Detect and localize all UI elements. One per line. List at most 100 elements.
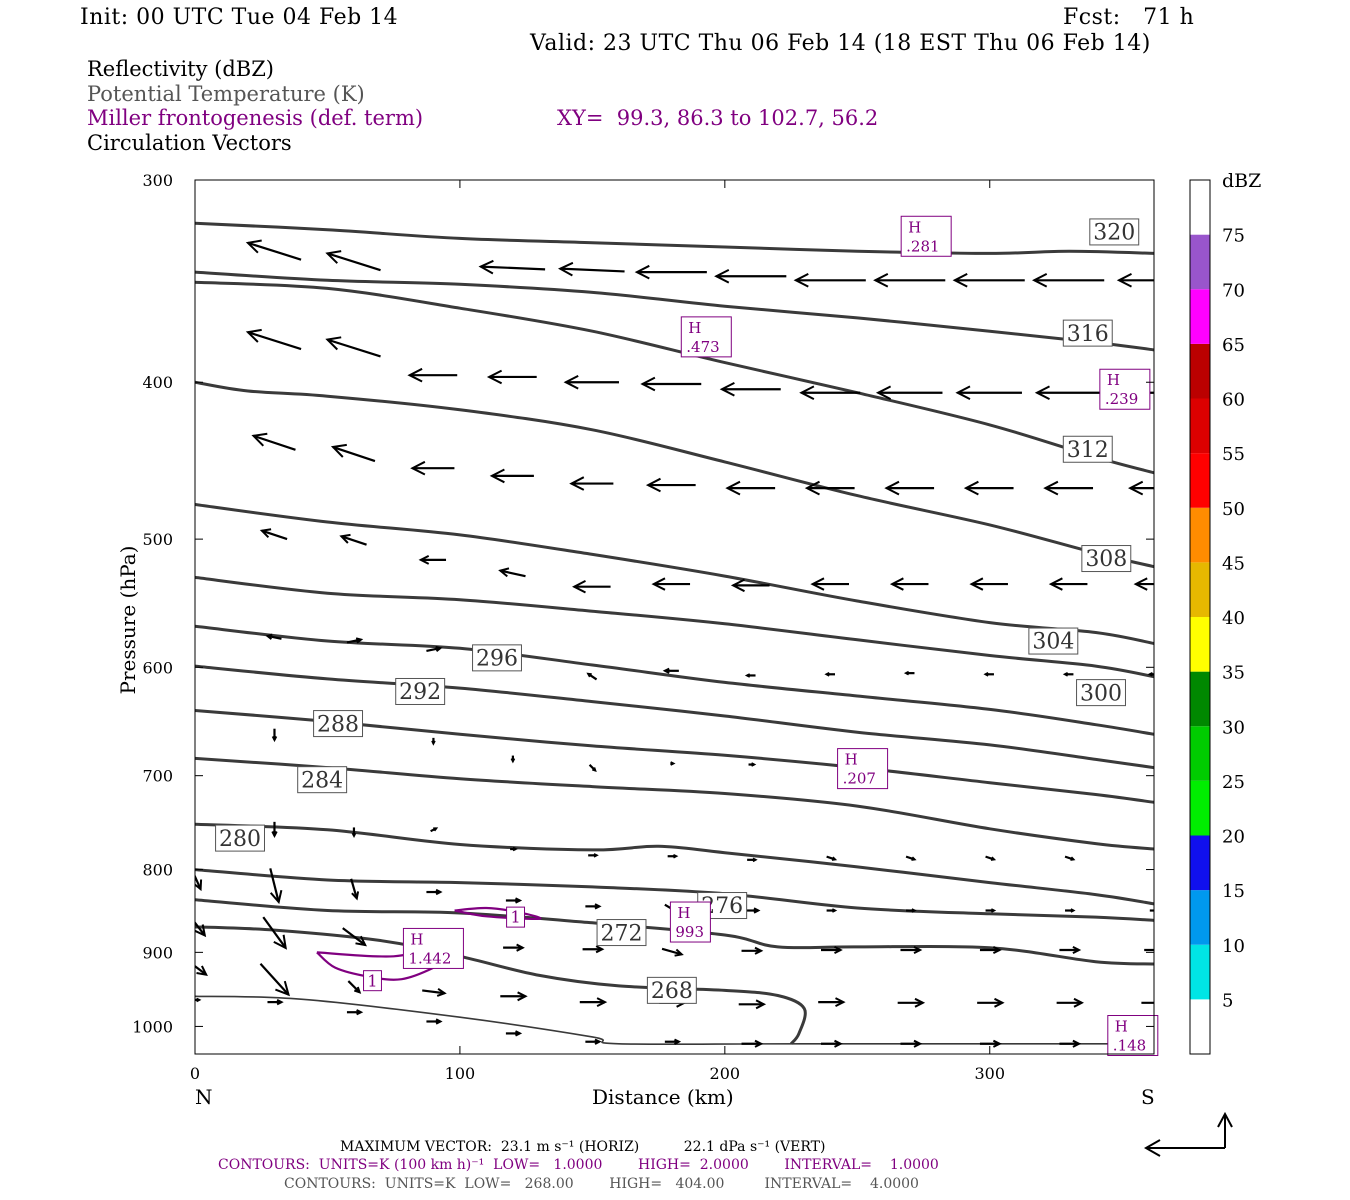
vector-arrow [818,997,846,1007]
vector-head [1070,908,1076,913]
vector-head [351,891,360,901]
y-tick-label: 400 [142,373,173,392]
y-tick-label: 900 [142,943,173,962]
theta-line-268 [195,925,807,1045]
frontogenesis-label-1-text: 1 [510,908,520,927]
vector-head [754,1039,764,1048]
vector-arrow [804,480,855,496]
vector-head [351,832,357,838]
vector-arrow [426,1018,443,1025]
vector-head [719,382,735,397]
theta-label-320-text: 320 [1093,221,1135,246]
vector-arrow [588,853,599,858]
vector-head [793,273,809,288]
vector-arrow [351,827,357,838]
vector-arrow [900,946,923,954]
vector-arrow [500,991,528,1002]
vector-arrow [1059,946,1082,954]
vector-head [435,645,443,652]
footer-contours-frontogenesis: CONTOURS: UNITS=K (100 km h)⁻¹ LOW= 1.00… [218,1157,939,1173]
x-tick-label: 100 [445,1064,476,1083]
vector-head [245,239,262,254]
y-tick-label: 700 [142,767,173,786]
vector-head [634,264,650,280]
vector-head [195,879,203,892]
vector-head [595,945,605,954]
vector-arrow [955,385,1022,400]
vector-arrow [645,477,696,493]
vector-head [1062,672,1069,677]
vector-arrow [262,916,287,950]
frontogenesis-label-0-text: 1 [367,971,377,990]
vector-head [572,580,586,594]
y-tick-label: 500 [142,530,173,549]
colorbar-tick-label: 35 [1222,663,1245,684]
vector-arrow [979,1039,1002,1048]
vector-head [955,385,971,400]
vector-arrow [1056,997,1084,1008]
vector-head [834,946,843,954]
frontogenesis-label-0: 1 [363,970,382,992]
vector-arrow [342,927,367,947]
high-marker-value: 993 [675,923,704,941]
vector-head [1128,480,1144,496]
theta-label-300-box [1076,679,1126,707]
theta-label-304-box [1028,627,1079,655]
colorbar-tick-label: 65 [1222,335,1245,356]
vector-head [515,1030,523,1037]
colorbar-segment [1190,671,1210,727]
vector-arrow [979,946,1002,954]
colorbar-tick-label: 10 [1222,936,1245,957]
colorbar: 5 10 15 20 25 30 35 40 45 50 55 60 65 70 75 dBZ [1189,170,1261,1055]
vector-head [903,670,910,676]
x-tick-label: 0 [190,1064,200,1083]
vector-shaft [247,241,302,261]
vector-head [410,460,426,476]
vector-head [1158,947,1164,953]
vector-head [586,672,592,678]
high-marker-letter: H [688,319,701,337]
vector-head [276,999,284,1006]
vector-head [672,853,679,859]
vector-shaft [327,252,381,272]
vector-head [969,577,984,591]
vector-head [992,1039,1002,1048]
theta-line-320 [195,221,1154,255]
vector-arrow [339,533,367,546]
vector-head [799,385,815,400]
vector-arrow [330,443,376,463]
vector-head [755,999,767,1010]
vector-arrow [900,1039,923,1048]
vector-arrow [588,764,597,772]
high-marker-letter: H [908,218,921,236]
vector-shaft [480,265,546,271]
vector-arrow [1062,672,1074,677]
theta-label-320: 320 [1089,218,1140,246]
vector-arrow [510,755,516,764]
vector-head [651,577,666,591]
colorbar-tick-label: 25 [1222,772,1245,793]
colorbar-segment [1190,944,1210,1000]
vector-head [325,250,342,264]
vector-head [1031,273,1048,288]
vector-head [752,857,758,863]
vector-head [265,633,273,640]
vector-shaft [262,916,287,949]
vector-head [593,853,599,858]
frontogenesis-label-0-box [363,970,382,992]
high-marker-box [837,748,889,790]
vector-head [195,924,207,938]
vector-arrow [821,946,843,954]
vector-arrow [271,821,278,838]
vector-arrow [1147,672,1154,677]
vector-arrow [906,908,917,913]
vector-arrow [585,1038,602,1045]
colorbar-segment [1190,289,1210,344]
vector-arrow [667,853,679,859]
theta-line-284 [195,756,1154,851]
vector-arrow [651,577,691,591]
colorbar-segment [1190,453,1210,508]
vector-arrow [714,269,787,284]
vector-arrow [347,980,362,994]
y-axis-label: Pressure (hPa) [116,545,140,695]
